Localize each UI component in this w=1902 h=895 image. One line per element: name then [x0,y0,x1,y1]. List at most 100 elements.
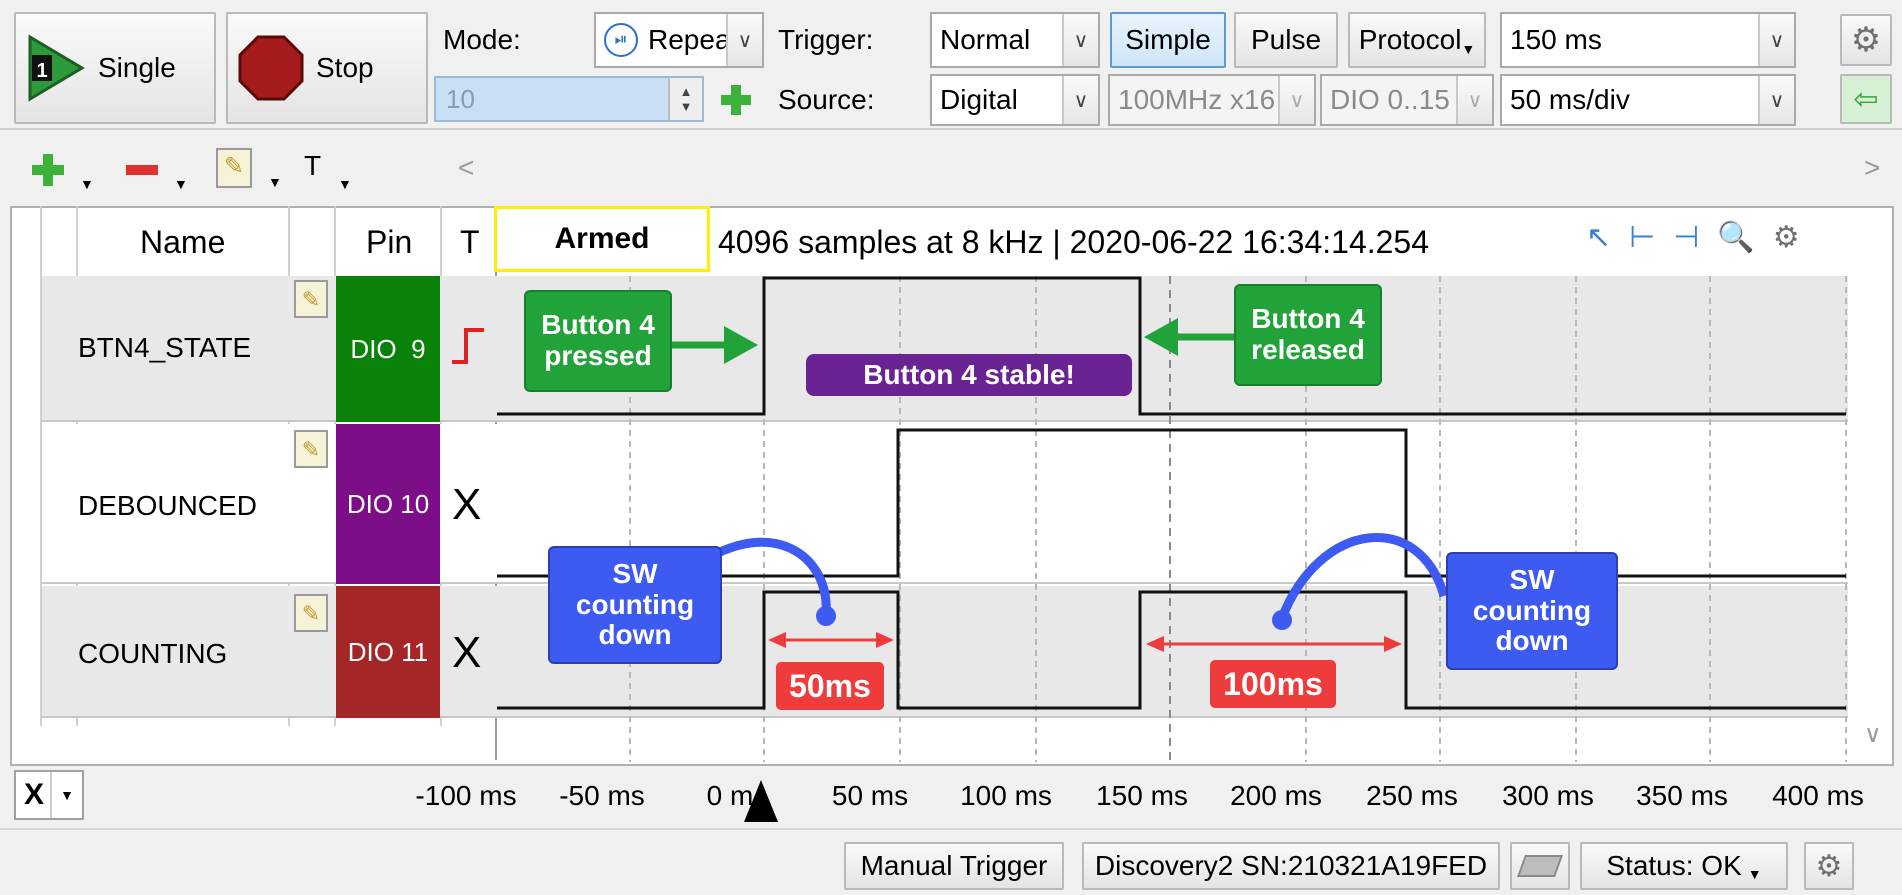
time-value: 150 ms [1510,24,1602,55]
gear-icon[interactable]: ⚙ [1772,220,1800,254]
axis-selector[interactable]: X ▼ [14,770,84,820]
single-button[interactable]: 1 Single [14,12,216,124]
svg-text:1: 1 [36,60,47,82]
dropdown-icon: ▼ [80,176,94,192]
dropdown-icon: ▼ [338,176,352,192]
pulse-button[interactable]: Pulse [1234,12,1338,68]
edit-icon[interactable]: ✎ [294,594,328,632]
callout-text: SW counting down [575,557,695,651]
channel-name-btn4[interactable]: BTN4_STATE [78,332,252,363]
time-select[interactable]: 150 ms ∨ [1500,12,1796,68]
back-button[interactable]: ⇦ [1840,74,1892,124]
col-pin-header[interactable]: Pin [366,224,413,260]
source-value: Digital [940,84,1018,115]
dropdown-icon: ▼ [1461,41,1476,57]
chevron-down-icon: ∨ [1278,76,1314,124]
callout-text: SW counting down [1472,563,1592,657]
count-value: 10 [446,83,475,114]
device-label: Discovery2 SN:210321A19FED [1094,850,1488,881]
div-select[interactable]: 50 ms/div ∨ [1500,74,1796,126]
dropdown-icon: ▼ [174,176,188,192]
wave-counting [497,590,1846,710]
col-divider [40,206,42,726]
cursor-range-icon[interactable]: ⊣ [1673,220,1700,254]
armed-status: Armed [494,206,710,272]
callout-stable: Button 4 stable! [806,354,1132,396]
device-icon-button[interactable] [1510,842,1570,890]
dio-value: DIO 0..15 [1330,84,1450,115]
mode-label: Mode: [443,24,521,55]
chevron-down-icon: ∨ [726,14,762,66]
scroll-right-icon[interactable]: > [1864,152,1881,183]
callout-text: Button 4 released [1251,303,1365,365]
axis-tick: -50 ms [559,780,645,811]
pencil-icon: ✎ [216,148,252,188]
single-run-icon: 1 [28,34,85,102]
rate-select: 100MHz x16 ∨ [1108,74,1316,126]
trigger-position-marker[interactable] [744,780,778,822]
axis-tick: 200 ms [1230,780,1322,811]
status-settings-button[interactable]: ⚙ [1804,842,1854,890]
stop-button[interactable]: Stop [226,12,428,124]
single-label: Single [98,52,176,83]
add-icon[interactable] [718,82,754,118]
stop-label: Stop [316,52,374,83]
rate-value: 100MHz x16 [1118,84,1276,115]
cursor-arrow-icon[interactable]: ↖ [1586,220,1612,254]
count-spinner[interactable]: 10 ▲ ▼ [434,76,704,122]
cursor-marker-icon[interactable]: ⊢ [1629,220,1656,254]
edit-icon[interactable]: ✎ [294,430,328,468]
stop-icon [238,35,304,101]
mode-select[interactable]: ⏯ Repea ∨ [594,12,764,68]
text-tool-button[interactable]: T ▼ [304,150,364,194]
col-t-header[interactable]: T [460,224,480,260]
axis-selector-value: X [24,778,45,811]
chevron-down-icon: ∨ [1456,76,1492,124]
pulse-label: Pulse [1250,24,1322,55]
spinner-arrows-icon: ▲ ▼ [668,78,702,120]
source-select[interactable]: Digital ∨ [930,74,1100,126]
mode-value: Repea [648,24,731,55]
axis-tick: 350 ms [1636,780,1728,811]
col-name-header[interactable]: Name [140,224,226,260]
scroll-down-icon[interactable]: ∨ [1864,721,1882,748]
duration-text: 100ms [1223,665,1323,702]
axis-tick: 250 ms [1366,780,1458,811]
axis-tick: 150 ms [1096,780,1188,811]
protocol-label: Protocol [1358,24,1462,55]
edit-channel-button[interactable]: ✎ ▼ [216,148,286,194]
pin-cell-btn4: DIO 9 [336,276,440,422]
duration-50ms: 50ms [776,662,884,710]
pin-cell-debounced: DIO 10 [336,424,440,584]
trigger-none-icon[interactable]: X [452,480,482,529]
channel-name-debounced[interactable]: DEBOUNCED [78,490,257,521]
pin-cell-counting: DIO 11 [336,586,440,718]
protocol-button[interactable]: Protocol ▼ [1348,12,1486,68]
dropdown-icon: ▼ [1747,866,1762,882]
add-channel-button[interactable]: ▼ [28,150,98,194]
callout-text: Button 4 pressed [541,309,655,371]
trigger-label: Trigger: [778,24,874,55]
device-button[interactable]: Discovery2 SN:210321A19FED [1082,842,1500,890]
scroll-left-icon[interactable]: < [458,152,475,183]
zoom-icon[interactable]: 🔍 [1717,220,1755,254]
arrow-left-icon: ⇦ [1853,82,1879,116]
cursor-tools[interactable]: ↖ ⊢ ⊣ 🔍 ⚙ [1586,212,1826,262]
remove-channel-button[interactable]: ▼ [122,150,192,194]
edit-icon[interactable]: ✎ [294,280,328,318]
axis-tick: 400 ms [1772,780,1864,811]
trigger-select[interactable]: Normal ∨ [930,12,1100,68]
dio-select: DIO 0..15 ∨ [1320,74,1494,126]
trigger-none-icon[interactable]: X [452,628,482,677]
trigger-value: Normal [940,24,1031,55]
status-button[interactable]: Status: OK ▼ [1580,842,1788,890]
settings-button[interactable]: ⚙ [1840,14,1892,66]
callout-sw-2: SW counting down [1446,552,1618,670]
rising-edge-icon[interactable] [450,326,486,366]
simple-button[interactable]: Simple [1110,12,1226,68]
pin-label: DIO 11 [347,636,429,667]
div-value: 50 ms/div [1510,84,1630,115]
channel-name-counting[interactable]: COUNTING [78,638,228,669]
manual-trigger-button[interactable]: Manual Trigger [844,842,1064,890]
